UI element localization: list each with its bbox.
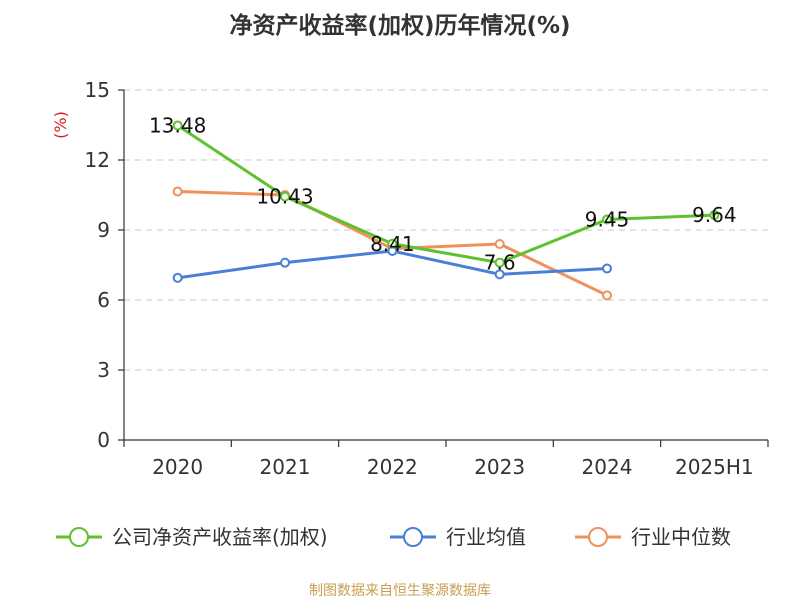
legend-label: 公司净资产收益率(加权) — [112, 525, 328, 549]
data-label: 9.64 — [692, 203, 737, 227]
data-point-series-1 — [172, 272, 183, 283]
legend[interactable]: 公司净资产收益率(加权) 行业均值 行业中位数 — [56, 525, 731, 549]
data-point-series-0 — [172, 120, 183, 131]
y-tick-label: 6 — [97, 288, 110, 312]
legend-marker-icon — [69, 527, 89, 547]
y-tick-label: 12 — [85, 148, 110, 172]
legend-marker-icon — [403, 527, 423, 547]
x-tick-label: 2022 — [367, 455, 418, 479]
data-labels: 13.48 10.43 8.41 7.6 9.45 9.64 — [149, 113, 737, 274]
data-point-series-2 — [602, 290, 612, 301]
data-label: 13.48 — [149, 113, 206, 137]
x-tick-label: 2025H1 — [675, 455, 754, 479]
y-tick-label: 0 — [97, 428, 110, 452]
series-lines — [172, 120, 720, 301]
legend-item-2[interactable]: 行业中位数 — [575, 525, 731, 549]
chart-title: 净资产收益率(加权)历年情况(%) — [229, 13, 571, 39]
legend-marker-icon — [588, 527, 608, 547]
data-point-series-0 — [280, 191, 290, 202]
x-tick-label: 2020 — [152, 455, 203, 479]
data-label: 8.41 — [370, 232, 415, 256]
data-point-series-0 — [709, 210, 720, 221]
data-point-series-0 — [387, 238, 398, 249]
legend-item-1[interactable]: 行业均值 — [390, 525, 526, 549]
y-tick-label: 9 — [97, 218, 110, 242]
y-axis-label: (%) — [51, 111, 70, 139]
x-tick-label: 2024 — [582, 455, 633, 479]
grid-lines — [124, 89, 768, 371]
y-tick-label: 15 — [85, 78, 110, 102]
data-point-series-1 — [602, 263, 612, 274]
x-tick-label: 2021 — [260, 455, 311, 479]
data-point-series-0 — [602, 214, 612, 225]
source-note: 制图数据来自恒生聚源数据库 — [309, 583, 491, 599]
data-label: 7.6 — [484, 251, 516, 275]
data-point-series-2 — [172, 186, 183, 197]
y-tick-label: 3 — [97, 358, 110, 382]
data-label: 9.45 — [585, 208, 630, 232]
data-point-series-2 — [494, 239, 505, 249]
data-point-series-0 — [494, 257, 505, 268]
series-line-0 — [176, 124, 715, 265]
legend-item-0[interactable]: 公司净资产收益率(加权) — [56, 525, 328, 549]
legend-label: 行业均值 — [446, 525, 526, 549]
data-point-series-1 — [280, 257, 290, 268]
data-point-series-1 — [494, 269, 505, 280]
data-label: 10.43 — [256, 185, 313, 209]
x-tick-label: 2023 — [474, 455, 525, 479]
axes: 0 3 6 9 12 15 2020 2021 2022 2023 2024 2025H1 — [85, 78, 769, 479]
legend-label: 行业中位数 — [631, 525, 731, 549]
